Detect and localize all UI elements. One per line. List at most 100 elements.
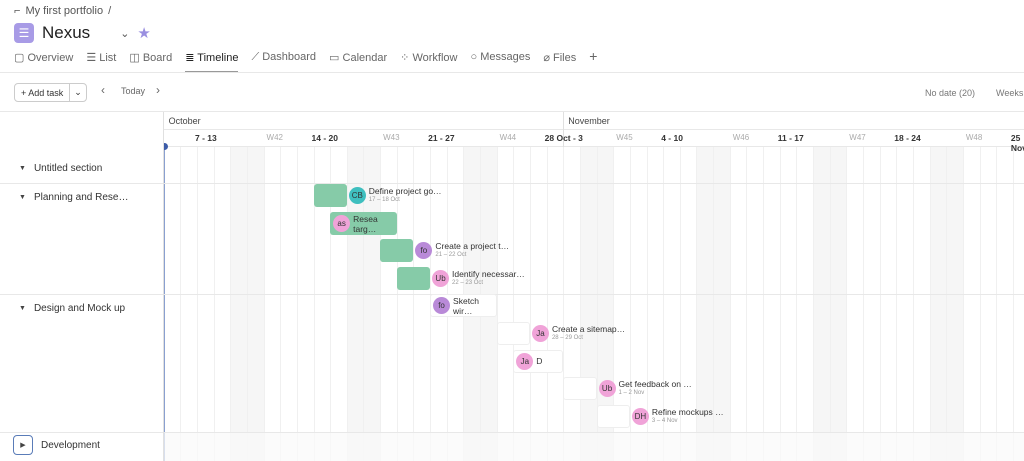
month-label: November <box>568 116 610 126</box>
task-name[interactable]: Create a project t… <box>435 241 510 252</box>
day-gridline <box>879 147 881 461</box>
divider <box>0 72 1024 73</box>
caret-down-icon[interactable]: ▼ <box>19 304 26 312</box>
day-gridline <box>330 147 332 461</box>
next-icon[interactable]: › <box>156 83 160 97</box>
star-icon[interactable]: ★ <box>137 25 151 42</box>
day-gridline <box>729 147 731 461</box>
day-gridline <box>613 147 615 461</box>
task-name[interactable]: Identify necessar… <box>452 268 525 279</box>
day-gridline <box>263 147 265 461</box>
caret-right-icon[interactable]: ▶ <box>13 435 33 455</box>
prev-icon[interactable]: ‹ <box>101 83 105 97</box>
week-range: 18 - 24 <box>894 133 921 143</box>
day-gridline <box>813 147 814 461</box>
section-divider <box>164 432 1024 433</box>
day-gridline <box>713 147 715 461</box>
section-row[interactable]: ▼ Untitled section <box>0 161 164 175</box>
task-dates: 3 – 4 Nov <box>651 417 678 424</box>
day-gridline <box>313 147 315 461</box>
section-row[interactable]: ▼ Design and Mock up <box>0 301 164 315</box>
tab-icon: ◫ <box>129 52 140 64</box>
tab-icon: ▢ <box>14 52 25 64</box>
day-gridline <box>596 147 598 461</box>
divider <box>0 111 1024 112</box>
day-gridline <box>196 147 198 461</box>
tab-label: Timeline <box>197 52 239 64</box>
day-gridline <box>679 147 681 461</box>
add-task-label[interactable]: + Add task <box>21 87 64 98</box>
week-number: W42 <box>266 133 283 142</box>
task-bar[interactable] <box>313 184 347 207</box>
breadcrumb: ⌐ My first portfolio / <box>14 5 111 17</box>
day-gridline <box>779 147 781 461</box>
section-row[interactable]: ▼ Planning and Rese… <box>0 190 164 204</box>
tab-overview[interactable]: ▢ Overview <box>14 51 73 72</box>
task-bar[interactable] <box>596 404 630 428</box>
folder-icon: ⌐ <box>14 5 21 17</box>
task-bar[interactable] <box>563 377 597 401</box>
task-name[interactable]: Sketch wir… <box>453 296 480 317</box>
day-gridline <box>396 147 398 461</box>
today-line <box>164 146 165 461</box>
section-divider <box>0 432 163 433</box>
task-bar[interactable] <box>496 322 530 345</box>
section-row[interactable]: ▶ Development <box>0 435 164 455</box>
day-gridline <box>996 147 998 461</box>
day-gridline <box>929 147 931 461</box>
add-tab-icon[interactable]: + <box>589 48 598 64</box>
day-gridline <box>646 147 648 461</box>
section-list: ▼ Untitled section ▼ Planning and Rese… ▼ Des… <box>0 112 164 461</box>
chevron-down-icon[interactable]: ⌄ <box>120 27 130 40</box>
collapsed-section-band <box>164 433 1024 461</box>
task-bar[interactable] <box>396 266 431 290</box>
today-button[interactable]: Today <box>121 86 146 96</box>
tab-label: Files <box>553 52 577 64</box>
day-gridline <box>962 147 964 461</box>
day-gridline <box>746 147 748 461</box>
no-date-button[interactable]: No date (20) <box>925 88 976 98</box>
caret-down-icon[interactable]: ▼ <box>19 164 26 172</box>
tab-files[interactable]: ⌀ Files <box>543 51 576 72</box>
tab-board[interactable]: ◫ Board <box>129 51 172 72</box>
task-name[interactable]: Define project go… <box>368 186 442 196</box>
task-name[interactable]: Get feedback on … <box>618 379 692 390</box>
task-bar[interactable] <box>380 239 414 263</box>
tab-calendar[interactable]: ▭ Calendar <box>329 51 387 72</box>
day-gridline <box>546 147 548 461</box>
chevron-down-icon[interactable]: ⌄ <box>69 84 86 101</box>
avatar: Ja <box>531 325 549 342</box>
tab-list[interactable]: ☰ List <box>86 51 116 72</box>
day-gridline <box>629 147 631 461</box>
task-dates: 28 – 29 Oct <box>551 335 583 341</box>
breadcrumb-portfolio[interactable]: My first portfolio <box>25 5 104 17</box>
week-range: 14 - 20 <box>311 133 339 143</box>
day-gridline <box>763 147 765 461</box>
day-gridline <box>296 147 298 461</box>
tab-dashboard[interactable]: ⟋ Dashboard <box>251 51 316 72</box>
day-gridline <box>230 147 232 461</box>
tab-timeline[interactable]: ≣ Timeline <box>185 51 239 73</box>
zoom-select[interactable]: Weeks <box>996 88 1024 98</box>
week-number: W47 <box>849 133 866 142</box>
task-name[interactable]: Resea targ… <box>353 213 378 234</box>
add-task-button[interactable]: + Add task ⌄ <box>14 83 87 102</box>
tab-messages[interactable]: ○ Messages <box>470 51 530 72</box>
tab-label: Workflow <box>412 52 458 64</box>
week-range: 28 Oct - 3 <box>544 133 583 143</box>
task-dates: 1 – 2 Nov <box>618 390 645 397</box>
week-number: W46 <box>732 133 750 142</box>
timeline-grid: October November 7 - 13 W42 14 - 20 W43 21 - 2… <box>164 112 1024 461</box>
task-name[interactable]: Create a sitemap… <box>551 324 626 334</box>
tab-label: Board <box>142 52 173 64</box>
caret-down-icon[interactable]: ▼ <box>19 193 26 201</box>
day-gridline <box>513 147 515 461</box>
task-name[interactable]: Refine mockups … <box>651 406 724 417</box>
weekend-shade <box>696 147 730 461</box>
tab-workflow[interactable]: ⁘ Workflow <box>400 51 457 72</box>
day-gridline <box>846 147 848 461</box>
tab-label: Overview <box>27 52 74 64</box>
header-divider <box>164 129 1024 130</box>
day-gridline <box>563 147 565 461</box>
task-name[interactable]: D <box>536 355 543 366</box>
